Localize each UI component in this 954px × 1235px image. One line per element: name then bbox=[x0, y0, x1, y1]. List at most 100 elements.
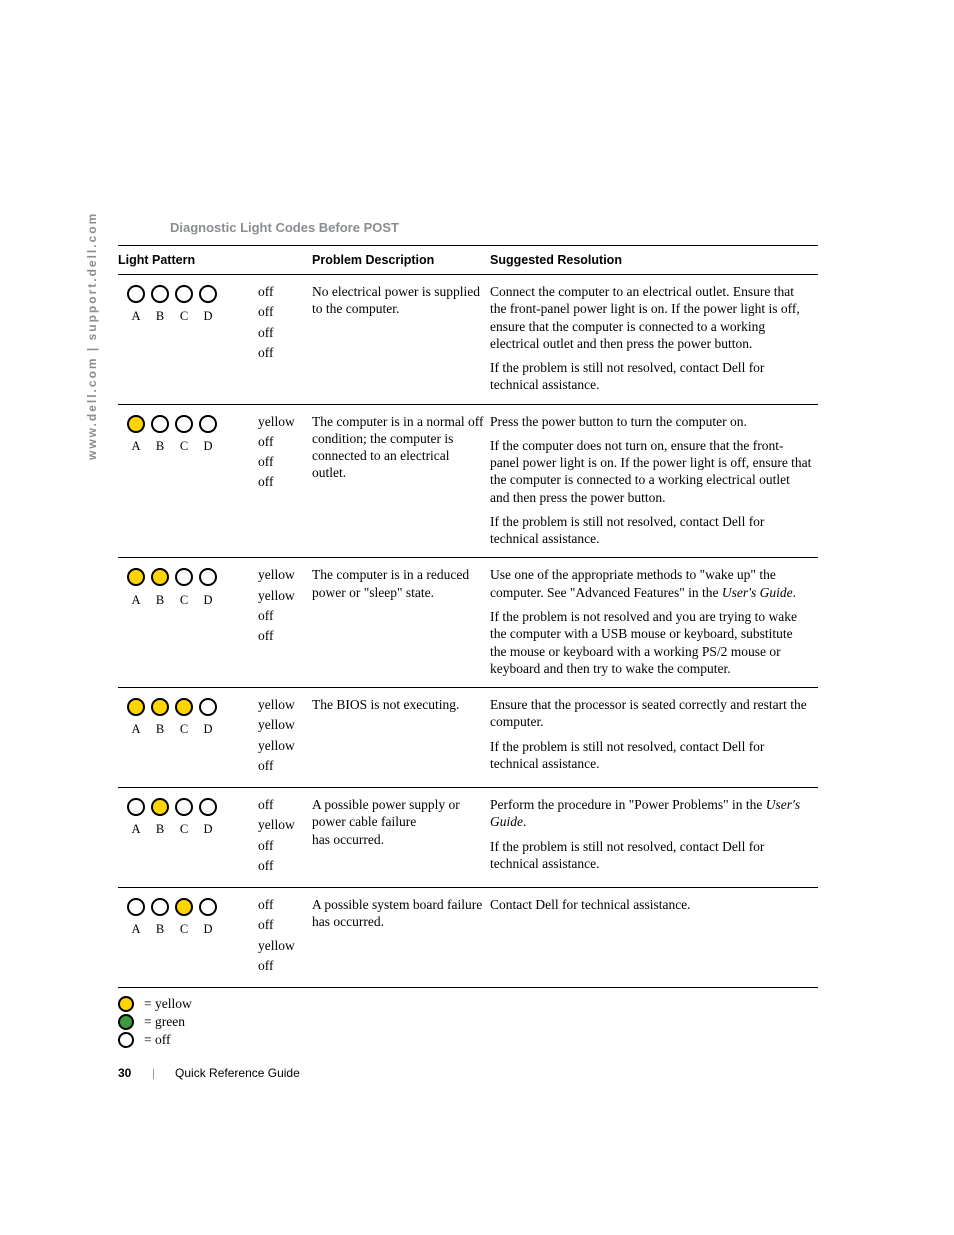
off-light-icon bbox=[127, 898, 145, 916]
light-states-text: offoffyellowoff bbox=[258, 888, 312, 988]
legend-green-icon bbox=[118, 1014, 134, 1030]
light-label: A bbox=[124, 721, 148, 737]
off-light-icon bbox=[151, 415, 169, 433]
light-pattern-graphic: ABCD bbox=[118, 558, 258, 688]
resolution-paragraph: Press the power button to turn the compu… bbox=[490, 413, 812, 430]
resolution-paragraph: Contact Dell for technical assistance. bbox=[490, 896, 812, 913]
table-title: Diagnostic Light Codes Before POST bbox=[170, 220, 818, 235]
header-pattern: Light Pattern bbox=[118, 246, 312, 275]
off-light-icon bbox=[127, 285, 145, 303]
light-b: B bbox=[148, 568, 172, 607]
yellow-light-icon bbox=[127, 568, 145, 586]
yellow-light-icon bbox=[175, 898, 193, 916]
light-b: B bbox=[148, 415, 172, 454]
light-label: D bbox=[196, 821, 220, 837]
light-states-text: offoffoffoff bbox=[258, 275, 312, 405]
light-a: A bbox=[124, 285, 148, 324]
table-row: ABCDyellowoffoffoffThe computer is in a … bbox=[118, 404, 818, 558]
light-a: A bbox=[124, 798, 148, 837]
light-state-value: off bbox=[258, 344, 306, 361]
light-label: B bbox=[148, 308, 172, 324]
problem-description: No electrical power is supplied to the c… bbox=[312, 275, 490, 405]
problem-description: The computer is in a normal off conditio… bbox=[312, 404, 490, 558]
light-label: B bbox=[148, 821, 172, 837]
legend-green: = green bbox=[118, 1014, 818, 1030]
yellow-light-icon bbox=[151, 798, 169, 816]
problem-description: The BIOS is not executing. bbox=[312, 688, 490, 788]
light-state-value: off bbox=[258, 453, 306, 470]
light-label: C bbox=[172, 821, 196, 837]
light-b: B bbox=[148, 285, 172, 324]
resolution-paragraph: If the problem is still not resolved, co… bbox=[490, 513, 812, 548]
light-state-value: off bbox=[258, 303, 306, 320]
legend-yellow-label: = yellow bbox=[144, 996, 192, 1012]
side-url-text: www.dell.com | support.dell.com bbox=[85, 212, 99, 460]
light-pattern-graphic: ABCD bbox=[118, 404, 258, 558]
light-label: A bbox=[124, 592, 148, 608]
light-label: A bbox=[124, 438, 148, 454]
legend-off: = off bbox=[118, 1032, 818, 1048]
suggested-resolution: Press the power button to turn the compu… bbox=[490, 404, 818, 558]
problem-description: A possible system board failure has occu… bbox=[312, 888, 490, 988]
light-c: C bbox=[172, 698, 196, 737]
light-label: B bbox=[148, 921, 172, 937]
resolution-paragraph: Perform the procedure in "Power Problems… bbox=[490, 796, 812, 831]
resolution-paragraph: If the computer does not turn on, ensure… bbox=[490, 437, 812, 506]
light-a: A bbox=[124, 415, 148, 454]
resolution-paragraph: Use one of the appropriate methods to "w… bbox=[490, 566, 812, 601]
off-light-icon bbox=[199, 698, 217, 716]
table-row: ABCDoffoffyellowoffA possible system boa… bbox=[118, 888, 818, 988]
light-b: B bbox=[148, 898, 172, 937]
light-state-value: off bbox=[258, 324, 306, 341]
light-a: A bbox=[124, 698, 148, 737]
resolution-paragraph: Connect the computer to an electrical ou… bbox=[490, 283, 812, 352]
table-row: ABCDyellowyellowyellowoffThe BIOS is not… bbox=[118, 688, 818, 788]
off-light-icon bbox=[199, 568, 217, 586]
light-pattern-graphic: ABCD bbox=[118, 275, 258, 405]
table-row: ABCDyellowyellowoffoffThe computer is in… bbox=[118, 558, 818, 688]
light-label: D bbox=[196, 438, 220, 454]
light-c: C bbox=[172, 415, 196, 454]
light-label: D bbox=[196, 921, 220, 937]
light-state-value: off bbox=[258, 627, 306, 644]
light-c: C bbox=[172, 568, 196, 607]
light-state-value: off bbox=[258, 607, 306, 624]
light-state-value: yellow bbox=[258, 566, 306, 583]
suggested-resolution: Ensure that the processor is seated corr… bbox=[490, 688, 818, 788]
off-light-icon bbox=[199, 898, 217, 916]
legend-yellow: = yellow bbox=[118, 996, 818, 1012]
problem-description: The computer is in a reduced power or "s… bbox=[312, 558, 490, 688]
light-label: B bbox=[148, 721, 172, 737]
light-a: A bbox=[124, 568, 148, 607]
page: www.dell.com | support.dell.com Diagnost… bbox=[0, 0, 954, 1235]
off-light-icon bbox=[175, 798, 193, 816]
light-state-value: off bbox=[258, 757, 306, 774]
light-pattern-graphic: ABCD bbox=[118, 888, 258, 988]
legend-green-label: = green bbox=[144, 1014, 185, 1030]
suggested-resolution: Contact Dell for technical assistance. bbox=[490, 888, 818, 988]
off-light-icon bbox=[151, 285, 169, 303]
off-light-icon bbox=[175, 568, 193, 586]
light-label: D bbox=[196, 308, 220, 324]
yellow-light-icon bbox=[127, 698, 145, 716]
off-light-icon bbox=[199, 798, 217, 816]
light-label: C bbox=[172, 592, 196, 608]
table-row: ABCDoffyellowoffoffA possible power supp… bbox=[118, 788, 818, 888]
light-a: A bbox=[124, 898, 148, 937]
yellow-light-icon bbox=[151, 698, 169, 716]
light-state-value: yellow bbox=[258, 937, 306, 954]
table-row: ABCDoffoffoffoffNo electrical power is s… bbox=[118, 275, 818, 405]
light-state-value: off bbox=[258, 473, 306, 490]
legend: = yellow = green = off bbox=[118, 996, 818, 1048]
light-label: A bbox=[124, 821, 148, 837]
yellow-light-icon bbox=[127, 415, 145, 433]
suggested-resolution: Perform the procedure in "Power Problems… bbox=[490, 788, 818, 888]
page-number: 30 bbox=[118, 1066, 131, 1080]
light-c: C bbox=[172, 898, 196, 937]
light-d: D bbox=[196, 568, 220, 607]
content-area: Diagnostic Light Codes Before POST Light… bbox=[118, 220, 818, 1050]
light-states-text: offyellowoffoff bbox=[258, 788, 312, 888]
light-state-value: off bbox=[258, 837, 306, 854]
off-light-icon bbox=[175, 415, 193, 433]
light-state-value: yellow bbox=[258, 413, 306, 430]
